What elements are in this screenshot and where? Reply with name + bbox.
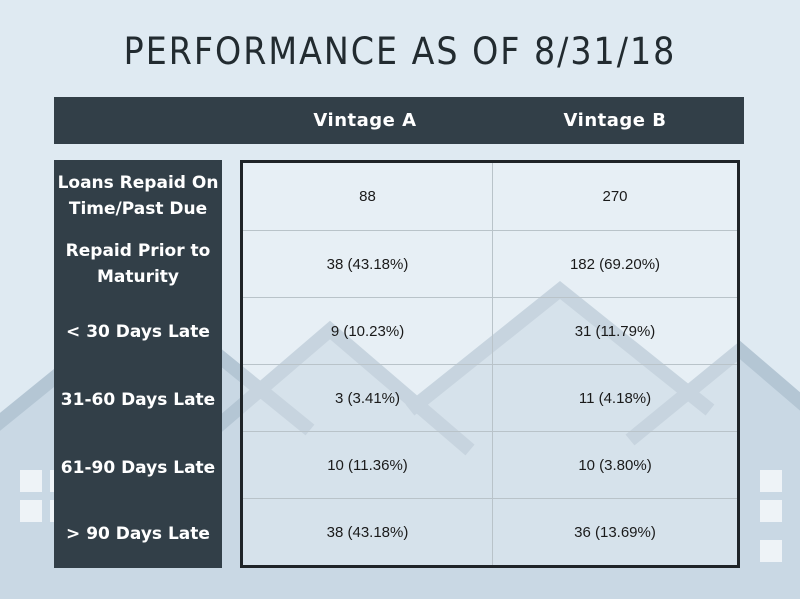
table-cell: 9 (10.23%) [243, 298, 493, 365]
page-title: PERFORMANCE AS OF 8/31/18 [123, 30, 677, 73]
row-label-repaid-on-time: Loans Repaid On Time/Past Due [57, 173, 219, 219]
table-cell: 36 (13.69%) [574, 523, 656, 541]
table-cell: 3 (3.41%) [243, 365, 493, 432]
row-label-31-60: 31-60 Days Late [60, 390, 216, 410]
table-cell: 88 [243, 163, 493, 231]
column-header-bar: Vintage A Vintage B [54, 97, 744, 144]
table-cell: 31 (11.79%) [493, 298, 737, 365]
row-label-repaid-prior: Repaid Prior to Maturity [65, 241, 211, 287]
table-cell: 10 (11.36%) [243, 432, 493, 499]
table-cell: 38 (43.18%) [243, 499, 493, 565]
table-cell: 182 (69.20%) [493, 231, 737, 298]
column-header-vintage-b: Vintage B [563, 110, 667, 131]
row-label-over-90: > 90 Days Late [66, 524, 210, 544]
table-cell: 38 (43.18%) [243, 231, 493, 298]
table-cell: 10 (3.80%) [493, 432, 737, 499]
table-cell: 270 [493, 163, 737, 231]
table-cell: 11 (4.18%) [493, 365, 737, 432]
column-header-vintage-a: Vintage A [313, 110, 417, 131]
row-label-under-30: < 30 Days Late [66, 322, 210, 342]
data-table: 88 270 38 (43.18%) 182 (69.20%) 9 (10.23… [240, 160, 740, 568]
row-labels-panel: Loans Repaid On Time/Past Due Repaid Pri… [54, 160, 222, 568]
row-label-61-90: 61-90 Days Late [60, 458, 216, 478]
